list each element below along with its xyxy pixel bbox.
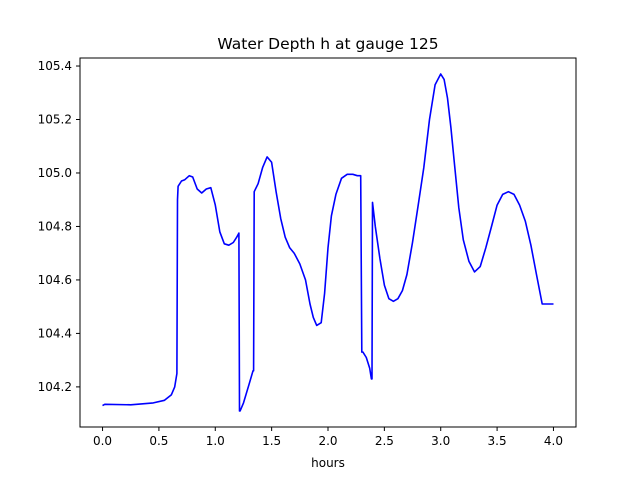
y-tick-label: 105.2 [38,113,72,127]
series-line-0 [102,73,554,412]
y-tick-label: 104.8 [38,219,72,233]
x-tick-label: 3.5 [488,434,507,448]
y-tick-label: 104.6 [38,273,72,287]
x-tick-label: 0.0 [93,434,112,448]
x-tick-label: 1.0 [206,434,225,448]
y-axis: 104.2 104.4 104.6 104.8 105.0 105.2 105.4 [38,59,80,394]
y-tick-label: 105.0 [38,166,72,180]
x-tick-label: 2.0 [318,434,337,448]
y-tick-label: 105.4 [38,59,72,73]
x-axis: 0.0 0.5 1.0 1.5 2.0 2.5 3.0 3.5 4.0 [93,427,563,448]
axes-frame [79,57,577,428]
chart-title: Water Depth h at gauge 125 [217,35,438,53]
y-tick-label: 104.2 [38,380,72,394]
y-tick-label: 104.4 [38,326,72,340]
x-axis-label: hours [311,456,345,470]
x-tick-label: 1.5 [262,434,281,448]
x-tick-label: 4.0 [544,434,563,448]
plot-area [102,73,554,412]
x-tick-label: 2.5 [375,434,394,448]
x-tick-label: 0.5 [149,434,168,448]
x-tick-label: 3.0 [431,434,450,448]
